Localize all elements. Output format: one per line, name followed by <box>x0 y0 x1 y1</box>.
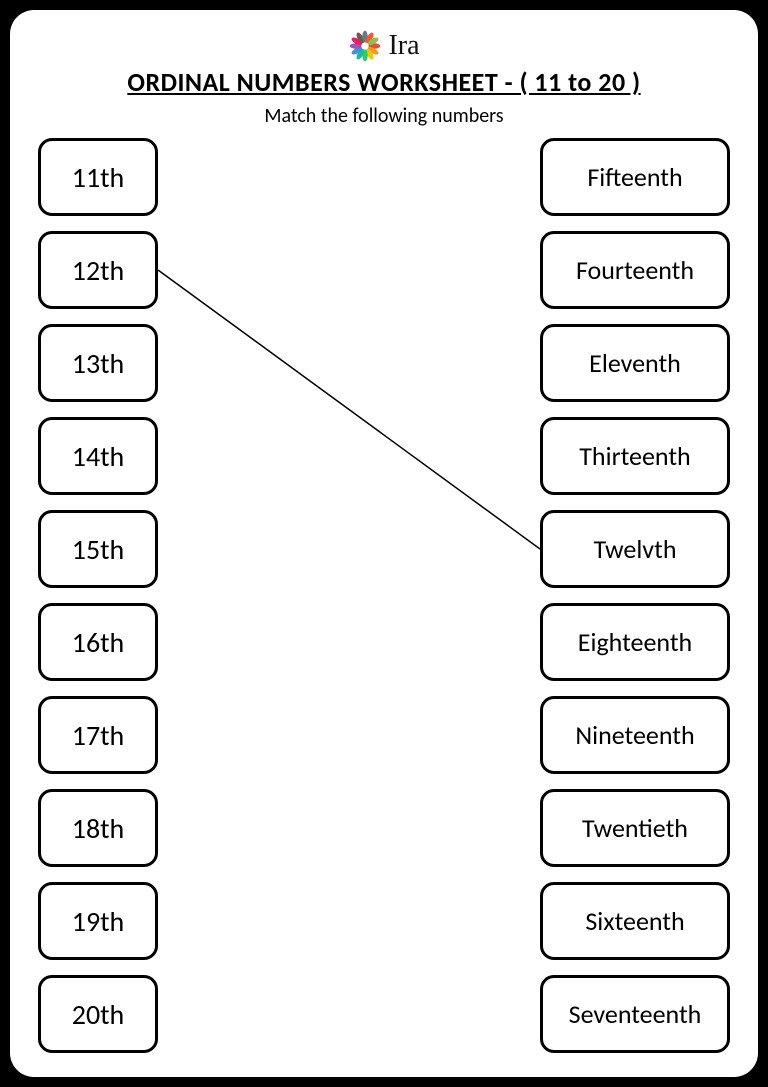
left-box-label: 16th <box>72 625 124 660</box>
left-box-9[interactable]: 20th <box>38 975 158 1053</box>
left-box-label: 12th <box>72 253 124 288</box>
matching-area: 11th 12th 13th 14th 15th 16th 17th 18th 19th 20th… <box>38 138 730 1053</box>
worksheet-page: Ira ORDINAL NUMBERS WORKSHEET - ( 11 to … <box>10 10 758 1077</box>
right-box-0[interactable]: Fifteenth <box>540 138 730 216</box>
left-box-label: 14th <box>72 439 124 474</box>
left-box-7[interactable]: 18th <box>38 789 158 867</box>
right-box-label: Fourteenth <box>576 254 694 286</box>
right-box-3[interactable]: Thirteenth <box>540 417 730 495</box>
left-column: 11th 12th 13th 14th 15th 16th 17th 18th 19th 20th <box>38 138 158 1053</box>
right-box-label: Fifteenth <box>587 161 682 193</box>
right-box-5[interactable]: Eighteenth <box>540 603 730 681</box>
left-box-1[interactable]: 12th <box>38 231 158 309</box>
left-box-8[interactable]: 19th <box>38 882 158 960</box>
left-box-label: 13th <box>72 346 124 381</box>
right-box-label: Thirteenth <box>579 440 690 472</box>
right-box-7[interactable]: Twentieth <box>540 789 730 867</box>
right-box-4[interactable]: Twelvth <box>540 510 730 588</box>
left-box-2[interactable]: 13th <box>38 324 158 402</box>
logo-text: Ira <box>388 30 419 62</box>
header: Ira ORDINAL NUMBERS WORKSHEET - ( 11 to … <box>38 28 730 128</box>
right-box-8[interactable]: Sixteenth <box>540 882 730 960</box>
right-box-1[interactable]: Fourteenth <box>540 231 730 309</box>
right-box-6[interactable]: Nineteenth <box>540 696 730 774</box>
page-title: ORDINAL NUMBERS WORKSHEET - ( 11 to 20 ) <box>127 66 640 98</box>
right-box-9[interactable]: Seventeenth <box>540 975 730 1053</box>
right-box-2[interactable]: Eleventh <box>540 324 730 402</box>
right-box-label: Nineteenth <box>575 719 694 751</box>
right-box-label: Sixteenth <box>585 905 684 937</box>
left-box-label: 15th <box>72 532 124 567</box>
right-box-label: Eighteenth <box>578 626 692 658</box>
left-box-label: 19th <box>72 904 124 939</box>
right-box-label: Seventeenth <box>569 998 702 1030</box>
right-box-label: Twelvth <box>593 533 676 565</box>
columns: 11th 12th 13th 14th 15th 16th 17th 18th 19th 20th… <box>38 138 730 1053</box>
right-box-label: Eleventh <box>589 347 681 379</box>
logo: Ira <box>348 28 419 64</box>
right-box-label: Twentieth <box>582 812 688 844</box>
left-box-3[interactable]: 14th <box>38 417 158 495</box>
left-box-0[interactable]: 11th <box>38 138 158 216</box>
left-box-label: 20th <box>72 997 124 1032</box>
left-box-6[interactable]: 17th <box>38 696 158 774</box>
page-subtitle: Match the following numbers <box>264 104 503 128</box>
right-column: Fifteenth Fourteenth Eleventh Thirteenth Twe… <box>540 138 730 1053</box>
left-box-4[interactable]: 15th <box>38 510 158 588</box>
logo-icon <box>348 29 382 63</box>
left-box-5[interactable]: 16th <box>38 603 158 681</box>
left-box-label: 17th <box>72 718 124 753</box>
left-box-label: 18th <box>72 811 124 846</box>
left-box-label: 11th <box>72 160 124 195</box>
